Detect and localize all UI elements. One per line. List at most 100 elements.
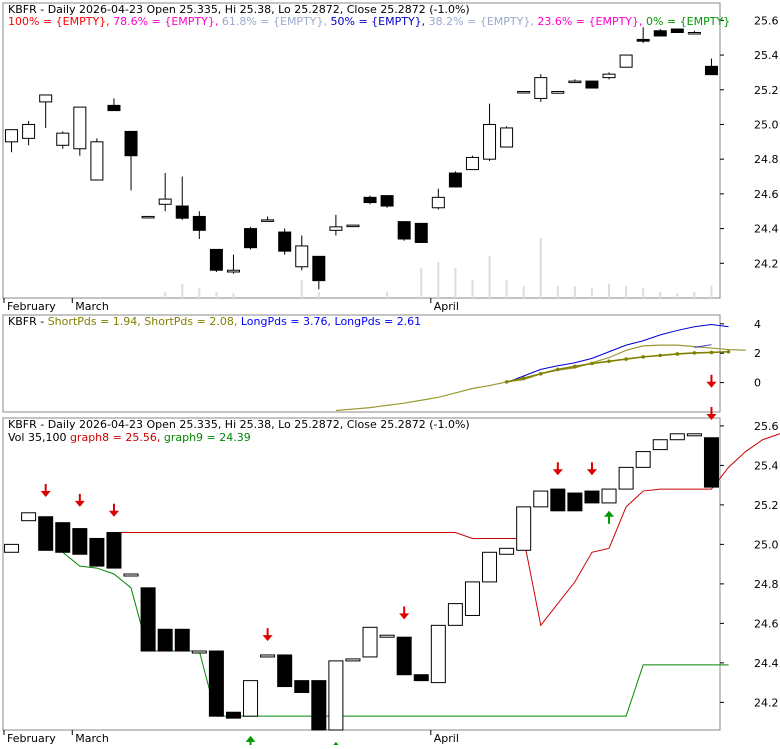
signal-arrow [552, 462, 563, 476]
volume-bar [164, 292, 167, 298]
indicator-legend-part: LongPds = 3.76, [237, 315, 331, 328]
candle-body [278, 231, 292, 252]
signal-arrow-head [399, 613, 410, 620]
signal-arrow [245, 735, 256, 749]
fib-legend-part: 50% = {EMPTY}, [327, 15, 425, 28]
volume-bar [198, 288, 201, 298]
volume-bar [522, 286, 525, 298]
candle-body [500, 127, 514, 148]
candle-body [602, 73, 616, 79]
indicator-series-dot [573, 364, 577, 369]
signal-box [21, 512, 37, 522]
price-y-axis-label: 25.4 [754, 49, 779, 62]
signal-arrow [108, 503, 119, 517]
volume-bar [625, 286, 628, 298]
signal-y-axis-label: 25.0 [754, 538, 779, 551]
indicator-series-dot [641, 355, 645, 359]
candle-body [448, 172, 462, 188]
signal-box [550, 488, 566, 512]
fib-legend: 100% = {EMPTY}, 78.6% = {EMPTY}, 61.8% =… [8, 15, 730, 28]
candle-body [670, 28, 684, 33]
signal-y-axis-label: 24.8 [754, 578, 779, 591]
candle-body [39, 94, 53, 103]
indicator-y-axis-label: 2 [754, 347, 761, 360]
fib-legend-part: 0% = {EMPTY} [643, 15, 731, 28]
candle-body [363, 196, 377, 204]
indicator-arrow [706, 374, 717, 388]
indicator-series-dot [607, 359, 611, 364]
signal-arrow [586, 462, 597, 476]
indicator-legend-part: KBFR - [8, 315, 48, 328]
candle-body [295, 245, 309, 268]
signal-arrow-head [552, 469, 563, 476]
signal-box [123, 573, 139, 577]
signal-arrow [40, 483, 51, 497]
price-y-axis-label: 24.4 [754, 223, 779, 236]
support-line [62, 551, 729, 717]
volume-bar [556, 286, 559, 298]
signal-box [294, 680, 310, 693]
candle-body [329, 226, 343, 231]
indicator-series-dot [709, 350, 714, 355]
candle-body [465, 156, 479, 171]
signal-y-axis-label: 24.6 [754, 617, 779, 630]
indicator-series-dot [658, 353, 663, 358]
indicator-series-line [694, 344, 712, 348]
signal-box [686, 433, 702, 437]
signal-box [533, 490, 549, 508]
volume-bar [454, 268, 457, 298]
price-y-axis-label: 24.2 [754, 257, 779, 270]
candle-body [380, 195, 394, 207]
price-y-axis-label: 25.6 [754, 14, 779, 27]
signal-arrow-head [262, 635, 273, 642]
signal-box [652, 439, 668, 451]
candle-body [226, 269, 240, 273]
signal-y-axis-label: 24.2 [754, 696, 779, 709]
volume-bar [300, 280, 303, 298]
fib-legend-part: 38.2% = {EMPTY}, [425, 15, 534, 28]
candle-body [192, 215, 206, 231]
signal-arrow [604, 510, 615, 524]
candle-body [73, 106, 87, 150]
signal-box [499, 547, 515, 555]
signal-box [516, 506, 532, 551]
candle-body [175, 205, 189, 219]
price-chart-title: KBFR - Daily 2026-04-23 Open 25.335, Hi … [8, 3, 470, 16]
volume-bar [693, 292, 696, 298]
volume-bar [659, 292, 662, 298]
volume-bar [386, 292, 389, 298]
candle-body [534, 77, 548, 99]
volume-bar [181, 283, 184, 298]
signal-box [277, 654, 293, 688]
signal-box [157, 628, 173, 652]
signal-box [482, 551, 498, 583]
volume-bar [317, 292, 320, 298]
signal-x-axis-label: March [75, 732, 109, 745]
volume-bar [505, 280, 508, 298]
indicator-series-dot [692, 351, 697, 355]
candle-body [619, 54, 633, 68]
signal-arrow [262, 628, 273, 642]
price-x-axis-label: April [434, 300, 459, 313]
signal-arrow-head [108, 510, 119, 517]
volume-bar [676, 293, 679, 298]
signal-box [174, 628, 190, 652]
signal-box [345, 658, 361, 662]
candle-body [141, 215, 155, 219]
price-y-axis-label: 24.6 [754, 188, 779, 201]
indicator-series-line [506, 324, 729, 384]
signal-arrow-head [706, 413, 717, 420]
candle-body [90, 141, 104, 181]
signal-box [567, 492, 583, 512]
volume-bar [471, 280, 474, 298]
signal-box [379, 634, 395, 638]
signal-legend: Vol 35,100 graph8 = 25.56, graph9 = 24.3… [8, 431, 251, 444]
signal-box [601, 488, 617, 504]
signal-legend-part: graph9 = 24.39 [160, 431, 250, 444]
volume-bar [573, 286, 576, 298]
volume-bar [215, 292, 218, 298]
price-y-axis-label: 25.0 [754, 118, 779, 131]
signal-box [362, 626, 378, 658]
signal-box [396, 636, 412, 676]
